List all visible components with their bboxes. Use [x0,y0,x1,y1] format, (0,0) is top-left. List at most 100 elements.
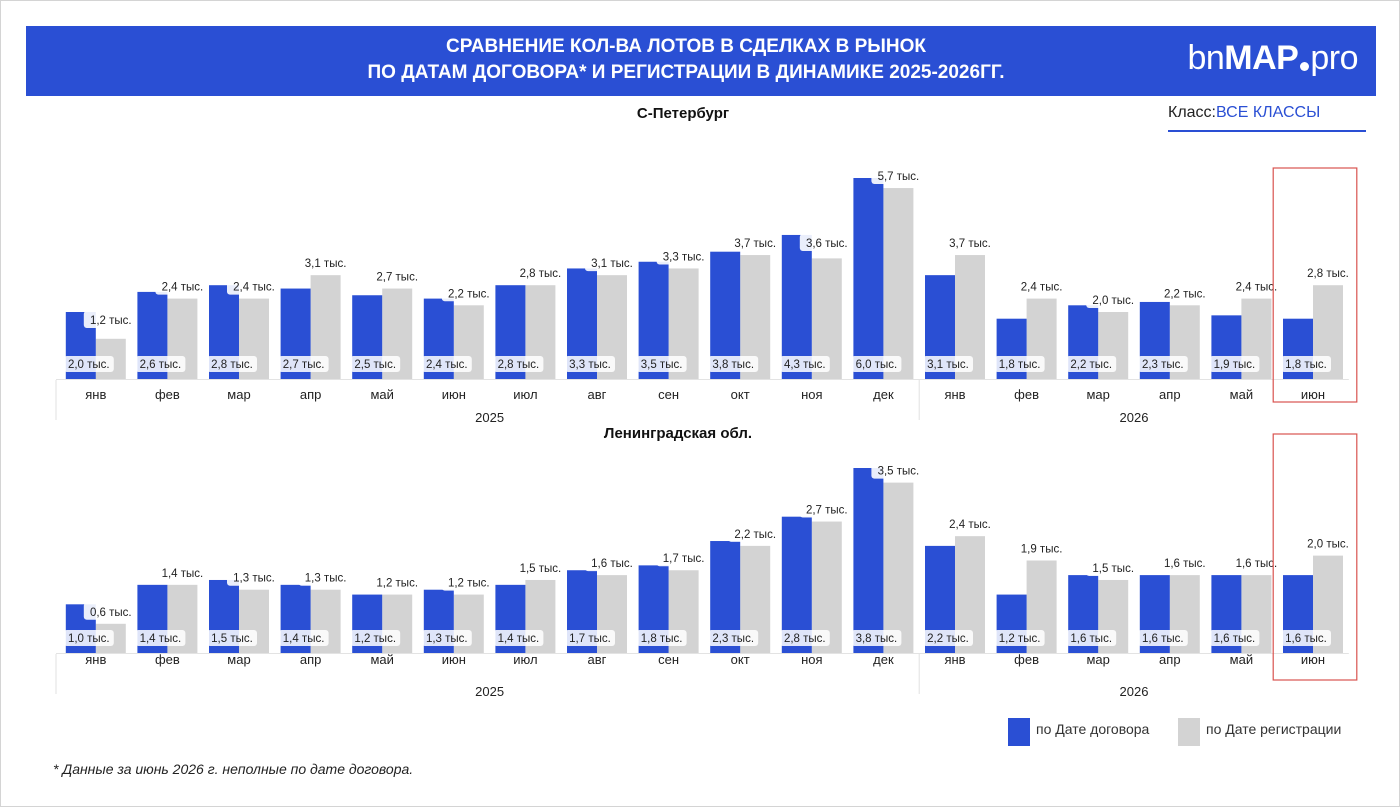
data-label-bg [1281,356,1331,372]
legend-swatch-contract [1008,718,1030,746]
category-tick-label: июн [442,387,466,402]
data-label-registration: 2,4 тыс. [233,282,275,294]
data-label-bg [1229,277,1284,295]
data-label-bg [994,630,1045,646]
category-tick-label: апр [300,652,322,667]
data-label-bg [63,630,114,646]
data-label-bg [493,630,544,646]
data-label-registration: 2,2 тыс. [1164,288,1206,300]
bar-registration [883,482,914,653]
data-label-bg [1014,539,1069,557]
category-tick-label: дек [873,652,894,667]
data-label-contract: 1,8 тыс. [999,359,1041,371]
category-tick-label: май [1230,387,1253,402]
data-label-bg [1157,284,1212,302]
data-label-registration: 2,0 тыс. [1307,539,1349,551]
data-label-bg [1209,356,1260,372]
bnmap-logo: bnMAP pro [1187,36,1358,80]
data-label-contract: 1,2 тыс. [999,633,1041,645]
data-label-registration: 1,4 тыс. [162,568,204,580]
data-label-registration: 3,3 тыс. [663,251,705,263]
data-label-contract: 2,8 тыс. [498,359,540,371]
data-label-contract: 1,8 тыс. [641,633,683,645]
category-tick-label: авг [588,652,607,667]
data-label-contract: 3,8 тыс. [712,359,754,371]
highlight-box [1272,433,1358,681]
category-tick-label: апр [300,387,322,402]
category-tick-label: мар [1086,387,1109,402]
data-label-bg [923,630,973,646]
data-label-contract: 1,4 тыс. [140,633,182,645]
data-label-registration: 2,0 тыс. [1092,295,1134,307]
data-label-bg [421,630,472,646]
data-label-bg [370,267,425,285]
data-label-bg [871,461,926,479]
data-label-bg [63,356,114,372]
data-label-contract: 2,3 тыс. [1142,359,1184,371]
data-label-contract: 1,3 тыс. [426,633,468,645]
data-label-bg [135,630,186,646]
data-label-bg [227,277,281,295]
data-label-bg [585,254,639,272]
bar-registration [883,188,914,379]
data-label-contract: 2,3 тыс. [712,633,754,645]
data-label-bg [441,284,496,302]
legend: по Дате договора по Дате регистрации [1008,716,1368,748]
category-tick-label: апр [1159,652,1181,667]
data-label-registration: 2,7 тыс. [806,505,848,517]
year-label: 2025 [475,410,504,425]
class-filter-value: ВСЕ КЛАССЫ [1216,104,1321,121]
data-label-contract: 3,5 тыс. [641,359,683,371]
data-label-bg [513,558,568,576]
data-label-bg [943,234,997,252]
class-filter[interactable]: Класс:ВСЕ КЛАССЫ [1168,104,1366,132]
data-label-registration: 1,6 тыс. [591,558,633,570]
logo-pin-icon [1300,62,1310,71]
data-label-contract: 2,2 тыс. [1070,359,1112,371]
category-tick-label: окт [731,652,750,667]
data-label-bg [943,515,997,533]
data-label-bg [1066,630,1117,646]
data-label-registration: 3,1 тыс. [305,258,347,270]
data-label-bg [421,356,472,372]
data-label-registration: 2,8 тыс. [520,268,562,280]
data-label-bg [441,573,496,591]
category-tick-label: мар [1086,652,1109,667]
data-label-registration: 2,4 тыс. [162,282,204,294]
year-label: 2025 [475,684,504,699]
data-label-bg [1066,356,1117,372]
data-label-registration: 0,6 тыс. [90,607,132,619]
data-label-bg [565,356,615,372]
data-label-bg [565,630,615,646]
data-label-contract: 2,7 тыс. [283,359,325,371]
data-label-registration: 5,7 тыс. [878,171,920,183]
data-label-registration: 1,7 тыс. [663,553,705,565]
data-label-bg [708,630,759,646]
data-label-bg [513,264,568,282]
data-label-registration: 1,6 тыс. [1164,558,1206,570]
data-label-registration: 1,9 тыс. [1021,544,1063,556]
data-label-registration: 2,4 тыс. [949,519,991,531]
data-label-contract: 2,8 тыс. [211,359,253,371]
category-tick-label: фев [1014,652,1039,667]
category-tick-label: фев [155,652,180,667]
title-line-2: ПО ДАТАМ ДОГОВОРА* И РЕГИСТРАЦИИ В ДИНАМ… [367,62,1005,83]
data-label-bg [207,630,257,646]
category-tick-label: сен [658,652,679,667]
data-label-contract: 1,0 тыс. [68,633,110,645]
data-label-bg [585,554,639,572]
data-label-contract: 1,8 тыс. [1285,359,1327,371]
data-label-bg [1137,630,1188,646]
category-tick-label: дек [873,387,894,402]
data-label-registration: 1,2 тыс. [90,315,132,327]
data-label-bg [799,233,854,251]
legend-swatch-registration [1178,718,1200,746]
data-label-bg [155,563,210,581]
footnote: * Данные за июнь 2026 г. неполные по дат… [53,761,414,777]
data-label-bg [994,356,1045,372]
data-label-bg [207,356,257,372]
lo-chart-title: Ленинградская обл. [603,425,753,442]
data-label-contract: 2,2 тыс. [927,633,969,645]
data-label-contract: 3,1 тыс. [927,359,969,371]
data-label-bg [728,234,783,252]
